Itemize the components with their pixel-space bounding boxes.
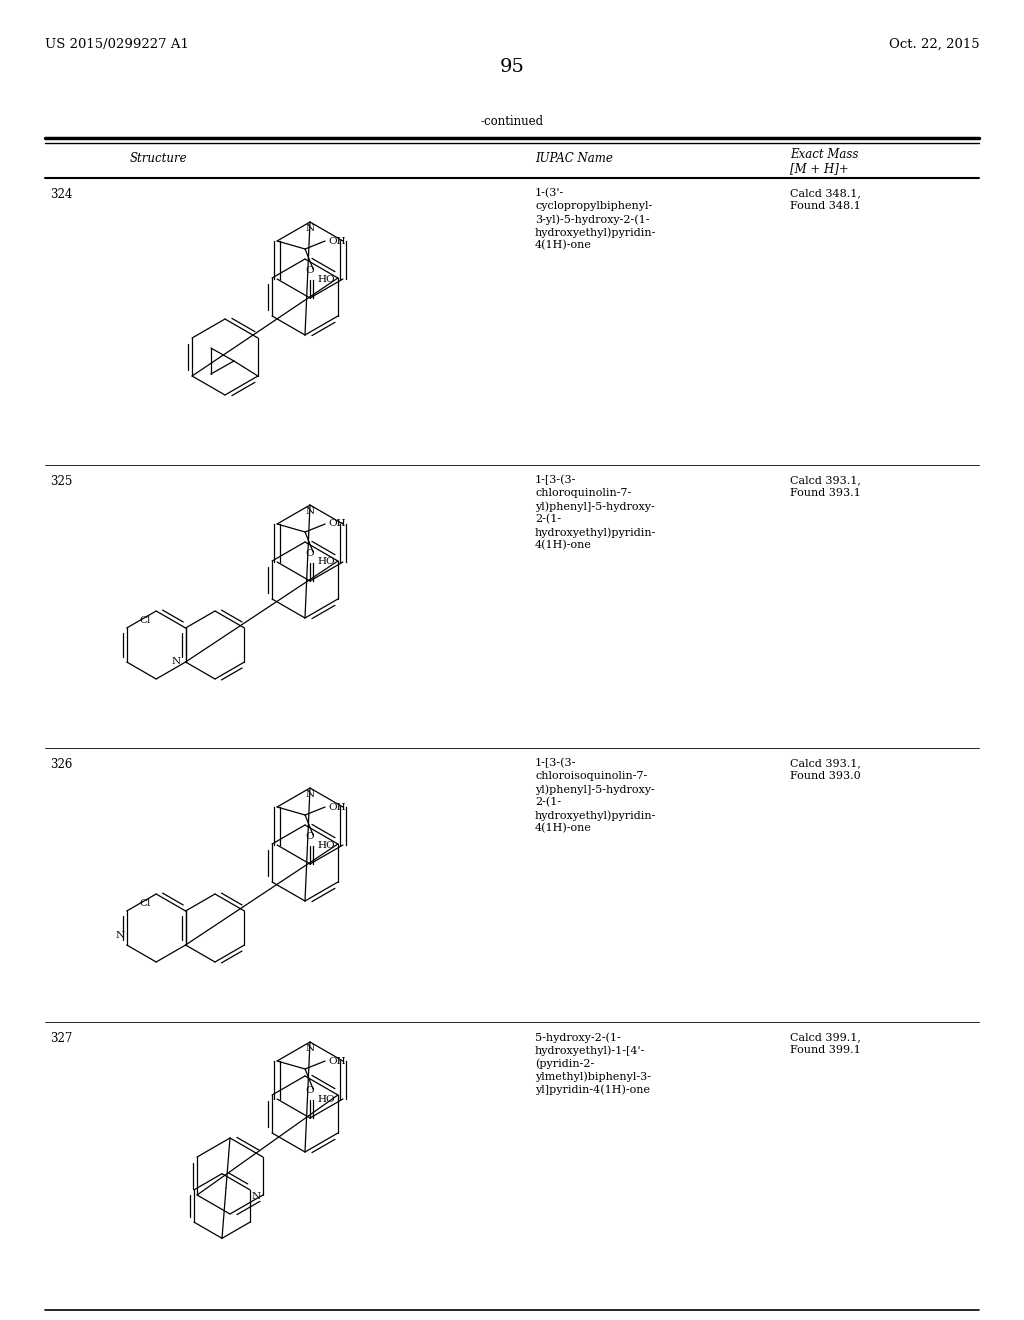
Text: N: N — [116, 931, 125, 940]
Text: OH: OH — [328, 1056, 346, 1065]
Text: 5-hydroxy-2-(1-: 5-hydroxy-2-(1- — [535, 1032, 621, 1043]
Text: 327: 327 — [50, 1032, 73, 1045]
Text: -continued: -continued — [480, 115, 544, 128]
Text: OH: OH — [328, 803, 346, 812]
Text: N: N — [171, 657, 180, 667]
Text: 4(1H)-one: 4(1H)-one — [535, 822, 592, 833]
Text: Calcd 393.1,: Calcd 393.1, — [790, 475, 861, 484]
Text: [M + H]+: [M + H]+ — [790, 162, 849, 176]
Text: Cl: Cl — [140, 899, 152, 908]
Text: hydroxyethyl)pyridin-: hydroxyethyl)pyridin- — [535, 527, 656, 537]
Text: O: O — [306, 832, 314, 841]
Text: (pyridin-2-: (pyridin-2- — [535, 1059, 594, 1069]
Text: Structure: Structure — [130, 152, 187, 165]
Text: N: N — [305, 507, 314, 516]
Text: OH: OH — [328, 520, 346, 528]
Text: HO: HO — [317, 841, 335, 850]
Text: Found 399.1: Found 399.1 — [790, 1045, 861, 1055]
Text: chloroquinolin-7-: chloroquinolin-7- — [535, 488, 631, 498]
Text: HO: HO — [317, 275, 335, 284]
Text: yl)phenyl]-5-hydroxy-: yl)phenyl]-5-hydroxy- — [535, 502, 654, 512]
Text: hydroxyethyl)-1-[4'-: hydroxyethyl)-1-[4'- — [535, 1045, 645, 1056]
Text: N: N — [305, 1044, 314, 1053]
Text: Calcd 399.1,: Calcd 399.1, — [790, 1032, 861, 1041]
Text: hydroxyethyl)pyridin-: hydroxyethyl)pyridin- — [535, 227, 656, 238]
Text: cyclopropylbiphenyl-: cyclopropylbiphenyl- — [535, 201, 652, 211]
Text: 1-[3-(3-: 1-[3-(3- — [535, 758, 577, 768]
Text: O: O — [306, 549, 314, 558]
Text: Found 393.1: Found 393.1 — [790, 488, 861, 498]
Text: hydroxyethyl)pyridin-: hydroxyethyl)pyridin- — [535, 810, 656, 821]
Text: 326: 326 — [50, 758, 73, 771]
Text: 2-(1-: 2-(1- — [535, 513, 561, 524]
Text: 2-(1-: 2-(1- — [535, 797, 561, 808]
Text: Exact Mass: Exact Mass — [790, 148, 858, 161]
Text: O: O — [306, 267, 314, 275]
Text: Found 348.1: Found 348.1 — [790, 201, 861, 211]
Text: IUPAC Name: IUPAC Name — [535, 152, 613, 165]
Text: OH: OH — [328, 236, 346, 246]
Text: HO: HO — [317, 557, 335, 566]
Text: 325: 325 — [50, 475, 73, 488]
Text: yl]pyridin-4(1H)-one: yl]pyridin-4(1H)-one — [535, 1084, 650, 1094]
Text: 95: 95 — [500, 58, 524, 77]
Text: 4(1H)-one: 4(1H)-one — [535, 540, 592, 550]
Text: chloroisoquinolin-7-: chloroisoquinolin-7- — [535, 771, 647, 781]
Text: Cl: Cl — [140, 616, 152, 624]
Text: N: N — [305, 224, 314, 234]
Text: 4(1H)-one: 4(1H)-one — [535, 240, 592, 251]
Text: 324: 324 — [50, 187, 73, 201]
Text: N: N — [252, 1192, 261, 1201]
Text: 1-[3-(3-: 1-[3-(3- — [535, 475, 577, 486]
Text: Oct. 22, 2015: Oct. 22, 2015 — [890, 38, 980, 51]
Text: yl)phenyl]-5-hydroxy-: yl)phenyl]-5-hydroxy- — [535, 784, 654, 795]
Text: Found 393.0: Found 393.0 — [790, 771, 861, 781]
Text: ylmethyl)biphenyl-3-: ylmethyl)biphenyl-3- — [535, 1071, 651, 1081]
Text: O: O — [306, 1086, 314, 1096]
Text: HO: HO — [317, 1094, 335, 1104]
Text: 1-(3'-: 1-(3'- — [535, 187, 564, 198]
Text: US 2015/0299227 A1: US 2015/0299227 A1 — [45, 38, 188, 51]
Text: 3-yl)-5-hydroxy-2-(1-: 3-yl)-5-hydroxy-2-(1- — [535, 214, 649, 224]
Text: N: N — [305, 789, 314, 799]
Text: Calcd 393.1,: Calcd 393.1, — [790, 758, 861, 768]
Text: Calcd 348.1,: Calcd 348.1, — [790, 187, 861, 198]
